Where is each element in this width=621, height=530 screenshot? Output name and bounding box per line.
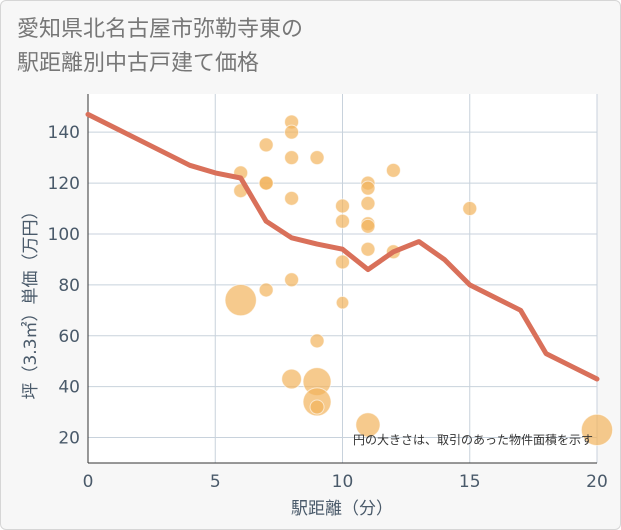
grid-lines (87, 94, 598, 464)
x-tick-label: 15 (459, 472, 481, 492)
tick-labels: 0 5 10 15 20 20 40 60 80 100 120 140 (48, 123, 608, 492)
data-point (335, 198, 350, 214)
data-point (309, 333, 325, 349)
data-point (281, 368, 302, 390)
data-point (284, 190, 300, 206)
y-tick-label: 80 (58, 276, 80, 296)
data-point (385, 162, 401, 178)
y-tick-label: 120 (48, 174, 80, 194)
y-tick-label: 40 (58, 378, 80, 398)
data-point (309, 150, 325, 166)
data-point (360, 241, 376, 257)
data-point (309, 399, 325, 415)
x-tick-label: 20 (586, 472, 608, 492)
y-tick-label: 140 (48, 123, 80, 143)
y-tick-label: 20 (58, 429, 80, 449)
data-point (360, 195, 376, 211)
data-point (284, 272, 300, 288)
data-point (284, 150, 300, 166)
chart-title: 愛知県北名古屋市弥勒寺東の 駅距離別中古戸建て価格 (17, 17, 304, 76)
data-point (580, 413, 614, 447)
data-point (335, 295, 350, 310)
x-tick-label: 10 (332, 472, 354, 492)
data-point (284, 124, 300, 140)
data-point (335, 213, 350, 229)
size-annotation: 円の大きさは、取引のあった物件面積を示す (353, 432, 593, 447)
y-tick-label: 60 (58, 327, 80, 347)
y-axis-label: 坪（3.3㎡）単価（万円） (21, 202, 41, 399)
trend-line-layer (85, 111, 600, 382)
data-point (335, 254, 350, 270)
x-tick-label: 0 (83, 472, 94, 492)
x-axis-label: 駅距離（分） (291, 499, 393, 519)
x-tick-label: 5 (210, 472, 221, 492)
data-point (462, 201, 478, 217)
data-point (224, 283, 257, 317)
data-point (258, 137, 274, 153)
data-point (355, 412, 381, 438)
y-tick-label: 100 (48, 225, 80, 245)
data-point (360, 180, 376, 196)
trend-line (85, 111, 600, 382)
data-points (224, 114, 614, 447)
data-point (258, 175, 274, 191)
data-point (258, 282, 274, 298)
data-point (360, 218, 376, 234)
